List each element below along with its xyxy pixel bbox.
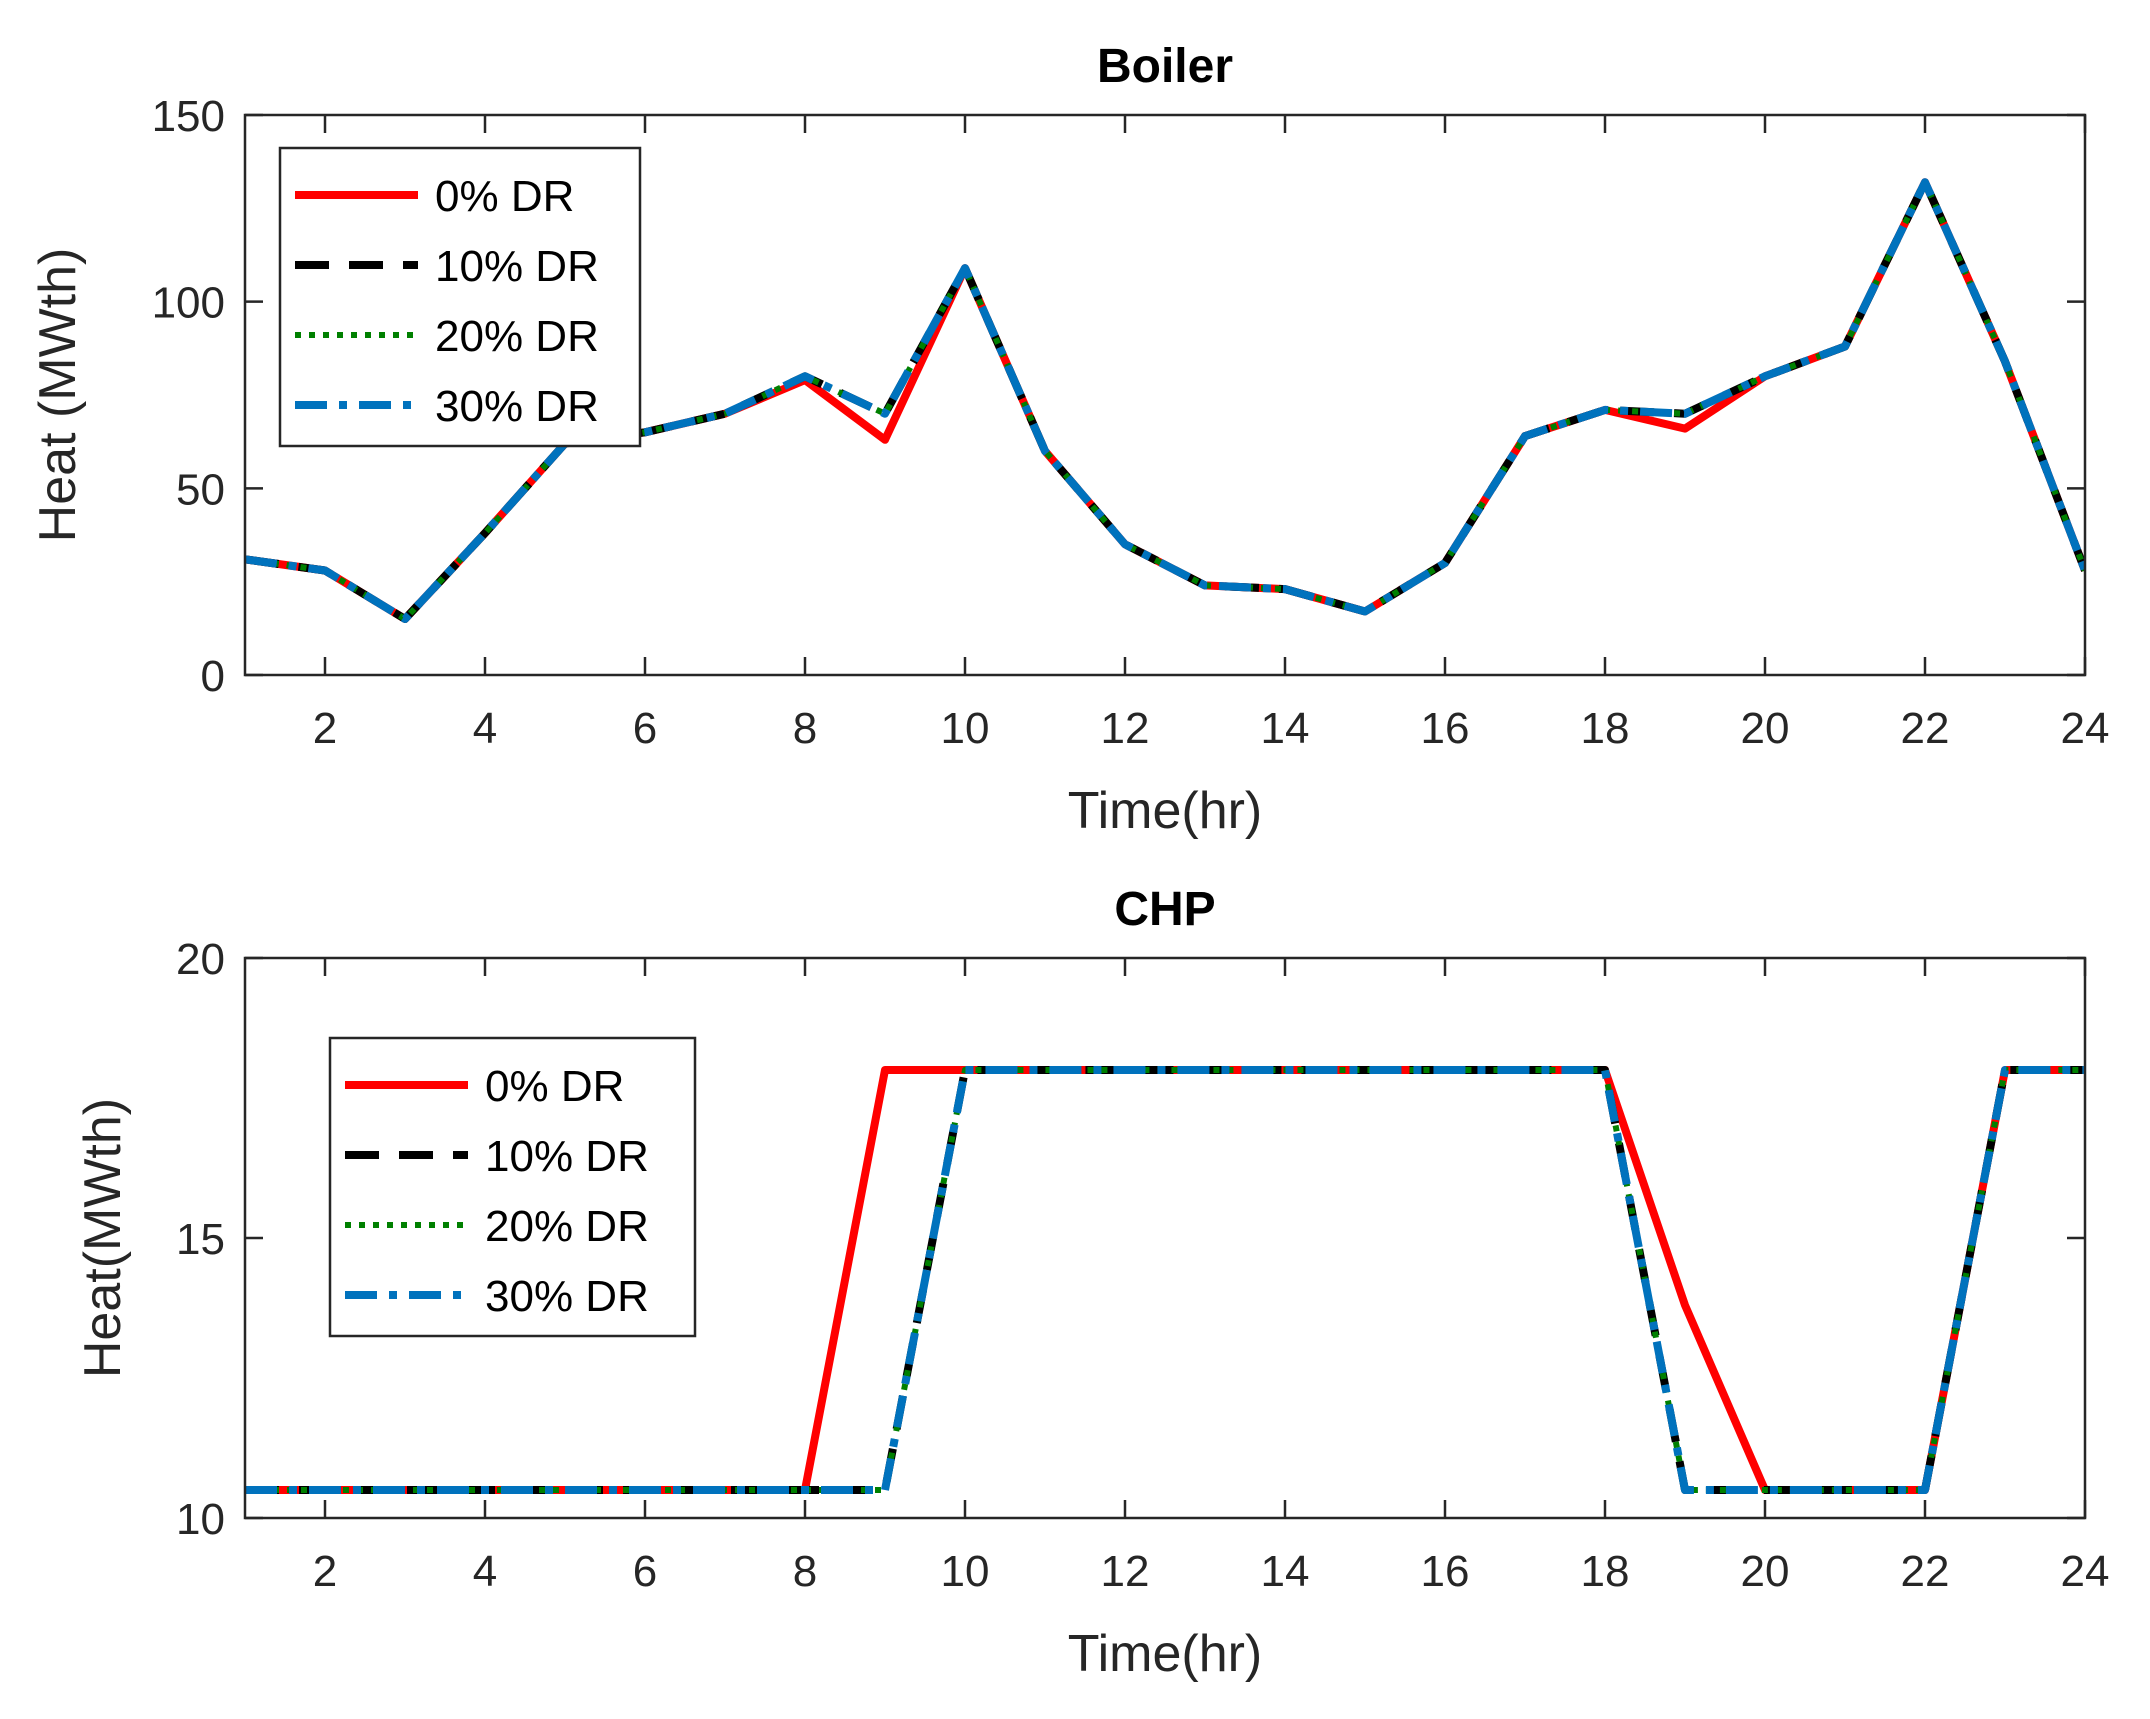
y-tick-label: 100 xyxy=(152,279,225,328)
legend-label: 0% DR xyxy=(435,172,574,221)
x-tick-label: 2 xyxy=(313,704,337,753)
legend-label: 0% DR xyxy=(485,1062,624,1111)
x-tick-label: 8 xyxy=(793,1547,817,1596)
x-tick-label: 24 xyxy=(2061,704,2110,753)
legend-label: 10% DR xyxy=(485,1132,649,1181)
y-axis-label: Heat (MWth) xyxy=(29,248,87,543)
series-line-30pct-dr xyxy=(245,178,2085,623)
x-tick-label: 24 xyxy=(2061,1547,2110,1596)
axes-box xyxy=(243,113,2087,677)
x-axis-label: Time(hr) xyxy=(1068,782,1263,840)
x-tick-label: 2 xyxy=(313,1547,337,1596)
series-line-30pct-dr xyxy=(245,1066,2085,1494)
y-tick-label: 10 xyxy=(176,1495,225,1544)
x-tick-label: 12 xyxy=(1101,1547,1150,1596)
legend-label: 20% DR xyxy=(435,312,599,361)
y-tick-label: 0 xyxy=(201,652,225,701)
x-tick-label: 10 xyxy=(941,704,990,753)
y-tick-label: 15 xyxy=(176,1215,225,1264)
series-group xyxy=(245,178,2085,623)
x-axis-label: Time(hr) xyxy=(1068,1625,1263,1683)
x-tick-label: 18 xyxy=(1581,704,1630,753)
x-tick-label: 18 xyxy=(1581,1547,1630,1596)
legend: 0% DR 10% DR 20% DR 30% DR xyxy=(328,1036,697,1338)
y-axis-label: Heat(MWth) xyxy=(74,1098,132,1378)
legend-label: 20% DR xyxy=(485,1202,649,1251)
x-tick-label: 6 xyxy=(633,704,657,753)
x-tick-label: 22 xyxy=(1901,1547,1950,1596)
chart-title: Boiler xyxy=(1097,40,1233,93)
legend: 0% DR 10% DR 20% DR 30% DR xyxy=(278,146,642,448)
x-tick-label: 16 xyxy=(1421,704,1470,753)
x-tick-label: 4 xyxy=(473,704,497,753)
legend-label: 10% DR xyxy=(435,242,599,291)
series-group xyxy=(245,1066,2085,1494)
x-tick-label: 10 xyxy=(941,1547,990,1596)
x-tick-label: 14 xyxy=(1261,704,1310,753)
y-tick-label: 50 xyxy=(176,465,225,514)
series-line-20pct-dr xyxy=(245,1067,2085,1493)
x-tick-label: 14 xyxy=(1261,1547,1310,1596)
legend-label: 30% DR xyxy=(435,382,599,431)
chart-title: CHP xyxy=(1114,883,1215,936)
x-tick-label: 20 xyxy=(1741,704,1790,753)
x-tick-label: 16 xyxy=(1421,1547,1470,1596)
x-tick-label: 8 xyxy=(793,704,817,753)
legend-label: 30% DR xyxy=(485,1272,649,1321)
x-tick-label: 6 xyxy=(633,1547,657,1596)
x-tick-label: 22 xyxy=(1901,704,1950,753)
x-tick-label: 20 xyxy=(1741,1547,1790,1596)
y-tick-label: 150 xyxy=(152,92,225,141)
x-tick-label: 12 xyxy=(1101,704,1150,753)
y-tick-label: 20 xyxy=(176,935,225,984)
x-tick-label: 4 xyxy=(473,1547,497,1596)
